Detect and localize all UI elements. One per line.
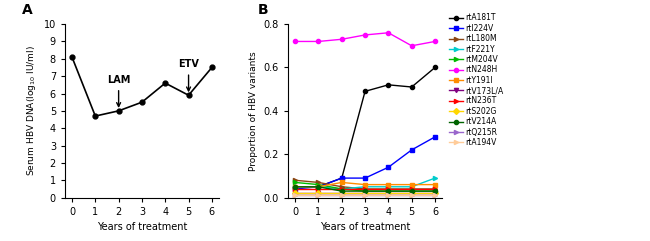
Y-axis label: Serum HBV DNA(log$_{10}$ IU/ml): Serum HBV DNA(log$_{10}$ IU/ml): [25, 46, 38, 176]
Text: A: A: [22, 3, 32, 17]
X-axis label: Years of treatment: Years of treatment: [97, 222, 187, 232]
Legend: rtA181T, rtI224V, rtL180M, rtF221Y, rtM204V, rtN248H, rtY191I, rtV173L/A, rtN236: rtA181T, rtI224V, rtL180M, rtF221Y, rtM2…: [449, 13, 503, 147]
Text: B: B: [257, 3, 268, 17]
Y-axis label: Proportion of HBV variants: Proportion of HBV variants: [249, 51, 258, 171]
X-axis label: Years of treatment: Years of treatment: [320, 222, 410, 232]
Text: ETV: ETV: [178, 60, 199, 91]
Text: LAM: LAM: [107, 75, 130, 107]
